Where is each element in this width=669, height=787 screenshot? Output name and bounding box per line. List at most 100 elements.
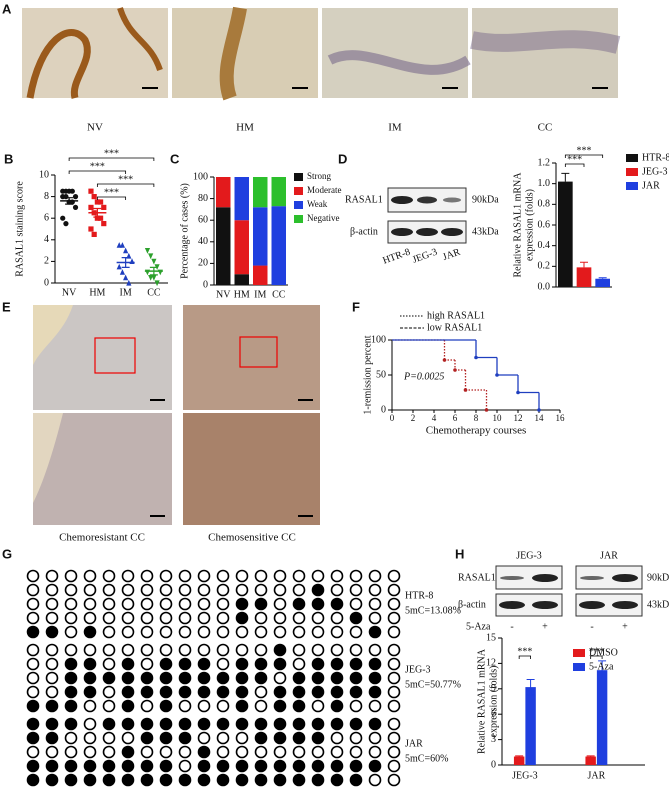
cpg-site — [330, 569, 344, 583]
tissue — [470, 30, 621, 54]
blot — [575, 565, 643, 590]
cpg-site — [178, 773, 192, 787]
significance-label: *** — [118, 174, 133, 185]
cpg-site — [159, 643, 173, 657]
cell-line-label: HTR-8 — [405, 590, 433, 601]
cpg-site — [254, 745, 268, 759]
cpg-site — [140, 699, 154, 713]
cpg-site — [349, 597, 363, 611]
x-tick-label: HM — [234, 289, 250, 300]
cpg-site — [349, 717, 363, 731]
error-bar — [515, 755, 524, 758]
y-tick-label: 0.8 — [538, 199, 551, 210]
cpg-site — [311, 643, 325, 657]
cpg-site — [292, 685, 306, 699]
data-point — [119, 242, 126, 248]
cpg-site — [387, 611, 401, 625]
treatment-sign: + — [622, 621, 628, 632]
cpg-site — [102, 569, 116, 583]
cpg-site — [368, 731, 382, 745]
cpg-site — [26, 717, 40, 731]
cpg-site — [83, 717, 97, 731]
cpg-site — [216, 731, 230, 745]
cpg-site — [292, 717, 306, 731]
cpg-site — [140, 773, 154, 787]
cpg-site — [83, 657, 97, 671]
y-tick-label: 8 — [44, 191, 49, 202]
cpg-site — [349, 699, 363, 713]
x-tick-label: IM — [254, 289, 266, 300]
cpg-site — [140, 597, 154, 611]
y-tick-label: 100 — [193, 171, 208, 182]
legend-label: JEG-3 — [642, 166, 668, 177]
y-axis-label: RASAL1 staining score — [14, 181, 25, 277]
cell-line-label: JAR — [405, 738, 423, 749]
cpg-site — [387, 569, 401, 583]
cpg-site — [273, 597, 287, 611]
bar — [525, 687, 536, 765]
cpg-site — [254, 773, 268, 787]
panel-label: B — [4, 151, 13, 166]
legend-swatch — [573, 663, 585, 671]
cpg-site — [26, 685, 40, 699]
band — [579, 601, 605, 609]
cpg-site — [83, 685, 97, 699]
cpg-site — [178, 745, 192, 759]
cpg-site — [254, 685, 268, 699]
y-tick-label: 100 — [371, 334, 386, 345]
cpg-site — [83, 731, 97, 745]
cpg-site — [311, 569, 325, 583]
cpg-site — [311, 625, 325, 639]
cpg-site — [121, 643, 135, 657]
cpg-site — [292, 671, 306, 685]
data-point — [88, 188, 94, 194]
x-tick-label: CC — [147, 287, 161, 298]
cpg-site — [368, 583, 382, 597]
cpg-site — [102, 717, 116, 731]
cpg-site — [159, 699, 173, 713]
data-point — [101, 221, 107, 227]
data-point — [88, 226, 94, 232]
cpg-site — [102, 685, 116, 699]
cpg-site — [292, 657, 306, 671]
cpg-site — [140, 611, 154, 625]
band — [391, 228, 413, 236]
cpg-site — [368, 717, 382, 731]
cpg-site — [311, 671, 325, 685]
cpg-site — [64, 699, 78, 713]
cpg-site — [292, 759, 306, 773]
y-axis-label: Relative RASAL1 mRNA — [476, 648, 487, 754]
cpg-site — [368, 643, 382, 657]
cpg-site — [178, 731, 192, 745]
cpg-site — [349, 643, 363, 657]
cpg-site — [26, 569, 40, 583]
tissue — [33, 413, 63, 503]
x-tick-label: 16 — [556, 413, 566, 423]
y-tick-label: 0 — [203, 279, 208, 290]
cpg-site — [330, 685, 344, 699]
lane-label: HTR-8 — [381, 247, 411, 267]
cpg-site — [292, 773, 306, 787]
bar-segment — [271, 177, 286, 207]
cpg-site — [83, 643, 97, 657]
y-tick-label: 50 — [376, 369, 386, 380]
data-point — [72, 194, 79, 200]
cpg-site — [330, 597, 344, 611]
x-tick-label: 8 — [474, 413, 479, 423]
legend-label: Moderate — [307, 185, 341, 195]
cpg-site — [140, 583, 154, 597]
cpg-site — [197, 597, 211, 611]
cpg-site — [159, 597, 173, 611]
cpg-site — [254, 597, 268, 611]
cpg-site — [102, 759, 116, 773]
data-point — [69, 188, 75, 194]
cpg-site — [292, 625, 306, 639]
cpg-site — [273, 671, 287, 685]
caption: Chemoresistant CC — [59, 532, 145, 544]
cpg-site — [64, 685, 78, 699]
cpg-site — [140, 717, 154, 731]
cpg-site — [178, 717, 192, 731]
cpg-site — [387, 745, 401, 759]
cpg-site — [102, 597, 116, 611]
x-tick-label: JEG-3 — [512, 770, 538, 781]
